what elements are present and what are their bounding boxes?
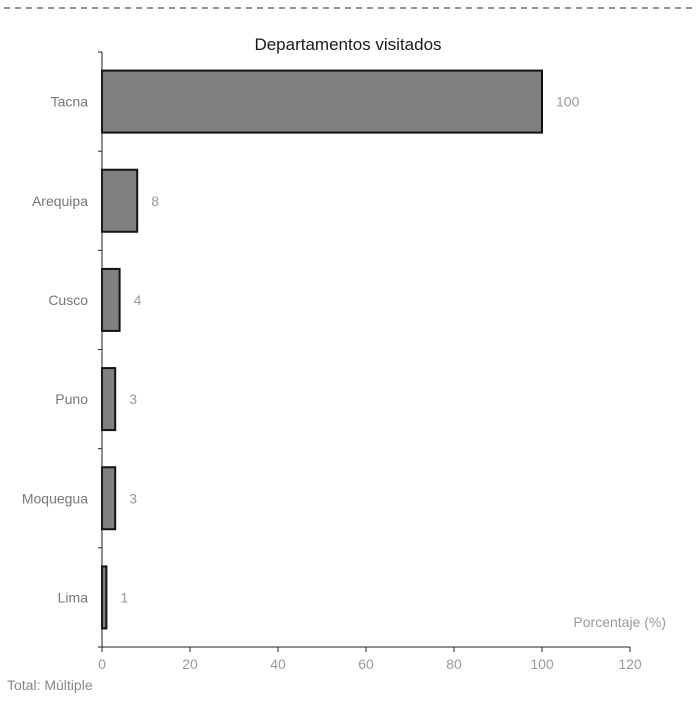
data-label: 100 bbox=[556, 94, 580, 110]
total-label: Total bbox=[7, 677, 37, 693]
data-label: 4 bbox=[134, 292, 142, 308]
x-tick-label: 80 bbox=[446, 656, 462, 672]
x-axis-label: Porcentaje (%) bbox=[573, 614, 666, 630]
bar-puno bbox=[101, 367, 117, 432]
category-label: Cusco bbox=[48, 292, 88, 308]
bar-tacna bbox=[101, 69, 543, 134]
data-label: 1 bbox=[120, 589, 128, 605]
x-tick-labels: 0 20 40 60 80 100 120 bbox=[98, 656, 642, 672]
bar-lima bbox=[101, 565, 108, 630]
data-label: 3 bbox=[129, 490, 137, 506]
x-tick-label: 20 bbox=[182, 656, 198, 672]
category-label: Arequipa bbox=[32, 193, 88, 209]
bar-moquegua bbox=[101, 466, 117, 531]
category-label: Moquegua bbox=[22, 490, 88, 506]
category-label: Puno bbox=[55, 391, 88, 407]
total-value: : Múltiple bbox=[37, 677, 93, 693]
bar-arequipa bbox=[101, 168, 139, 233]
category-label: Lima bbox=[58, 589, 89, 605]
x-tick-label: 100 bbox=[530, 656, 554, 672]
x-tick-label: 40 bbox=[270, 656, 286, 672]
x-tick-label: 120 bbox=[618, 656, 642, 672]
data-labels: 100 8 4 3 3 1 bbox=[120, 94, 579, 606]
bars-group bbox=[101, 69, 543, 630]
x-tick-label: 0 bbox=[98, 656, 106, 672]
x-tick-label: 60 bbox=[358, 656, 374, 672]
data-label: 3 bbox=[129, 391, 137, 407]
category-labels: Tacna Arequipa Cusco Puno Moquegua Lima bbox=[22, 94, 88, 606]
bar-cusco bbox=[101, 267, 121, 332]
data-label: 8 bbox=[151, 193, 159, 209]
axis-ticks bbox=[98, 51, 631, 652]
total-note: Total: Múltiple bbox=[7, 677, 93, 693]
category-label: Tacna bbox=[51, 94, 89, 110]
chart-title: Departamentos visitados bbox=[254, 35, 441, 54]
